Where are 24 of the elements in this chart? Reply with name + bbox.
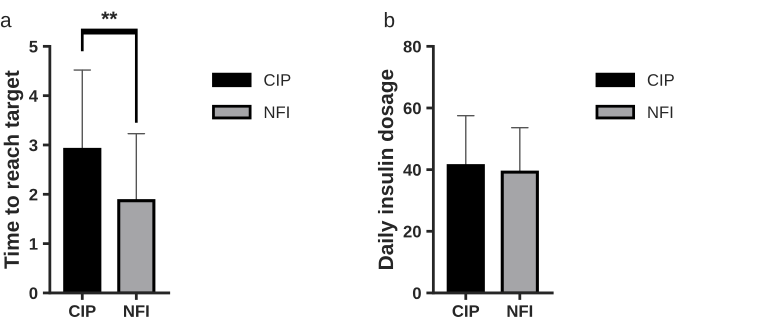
y-tick-label: 2 xyxy=(29,188,38,200)
y-tick-label: 0 xyxy=(412,287,421,300)
y-tick-label: 0 xyxy=(29,287,38,300)
y-tick-label: 4 xyxy=(29,90,38,102)
legend-label: CIP xyxy=(648,74,674,86)
y-axis-title: Daily insulin dosage xyxy=(378,70,398,269)
chart-title: b xyxy=(384,12,394,28)
y-tick-label: 60 xyxy=(404,102,421,114)
x-tick-label: CIP xyxy=(452,305,480,317)
y-tick-label: 80 xyxy=(404,40,421,53)
y-axis-title: Time to reach target xyxy=(4,70,24,269)
y-tick-label: 3 xyxy=(29,139,38,152)
legend-label: CIP xyxy=(264,74,290,86)
y-tick-label: 20 xyxy=(404,226,421,238)
text: ** xyxy=(101,12,118,20)
y-tick-label: 5 xyxy=(29,40,38,53)
x-tick-label: CIP xyxy=(69,305,96,317)
legend-label: NFI xyxy=(648,106,672,118)
x-tick-label: NFI xyxy=(124,305,149,317)
y-tick-label: 40 xyxy=(403,164,421,176)
legend-label: NFI xyxy=(264,106,289,118)
y-tick-label: 1 xyxy=(30,238,38,250)
chart-title: a xyxy=(0,16,12,28)
x-tick-label: NFI xyxy=(508,305,532,317)
